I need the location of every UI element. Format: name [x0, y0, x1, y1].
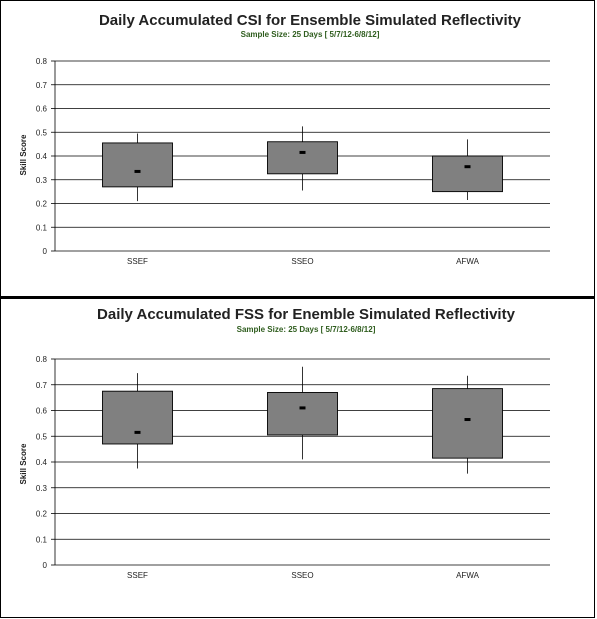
- x-tick-label: SSEO: [291, 571, 313, 580]
- y-tick-label: 0.7: [36, 381, 48, 390]
- box-iqr: [102, 390, 173, 445]
- box-iqr: [267, 392, 338, 436]
- box-median-marker: [464, 418, 471, 422]
- y-tick-label: 0.1: [36, 535, 48, 544]
- chart-subtitle: Sample Size: 25 Days [ 5/7/12-6/8/12]: [237, 325, 376, 334]
- y-tick-label: 0.5: [36, 432, 48, 441]
- box-median-marker: [464, 165, 471, 169]
- x-tick-label: AFWA: [456, 571, 479, 580]
- y-axis-label: Skill Score: [19, 443, 28, 484]
- y-tick-label: 0.8: [36, 57, 48, 66]
- box-iqr: [432, 155, 503, 193]
- x-tick-label: SSEF: [127, 571, 148, 580]
- x-tick-label: SSEF: [127, 257, 148, 266]
- y-tick-label: 0.2: [36, 200, 48, 209]
- y-tick-label: 0.3: [36, 176, 48, 185]
- x-tick-label: AFWA: [456, 257, 479, 266]
- y-tick-label: 0.2: [36, 510, 48, 519]
- box-median-marker: [134, 430, 141, 434]
- y-tick-label: 0.4: [36, 458, 48, 467]
- fss-chart: Daily Accumulated FSS for Enemble Simula…: [19, 306, 550, 580]
- y-tick-label: 0.8: [36, 355, 48, 364]
- y-tick-label: 0.3: [36, 484, 48, 493]
- box-iqr: [267, 141, 338, 175]
- chart-title: Daily Accumulated FSS for Enemble Simula…: [97, 306, 516, 323]
- box-median-marker: [299, 150, 306, 154]
- chart-title: Daily Accumulated CSI for Ensemble Simul…: [99, 12, 522, 29]
- box-median-marker: [134, 169, 141, 173]
- y-tick-label: 0.7: [36, 81, 48, 90]
- x-tick-label: SSEO: [291, 257, 313, 266]
- y-tick-label: 0.6: [36, 407, 48, 416]
- y-tick-label: 0: [43, 561, 48, 570]
- y-tick-label: 0: [43, 247, 48, 256]
- y-tick-label: 0.1: [36, 223, 48, 232]
- box-iqr: [102, 142, 173, 188]
- chart-subtitle: Sample Size: 25 Days [ 5/7/12-6/8/12]: [241, 30, 380, 39]
- box-median-marker: [299, 406, 306, 410]
- y-tick-label: 0.6: [36, 105, 48, 114]
- csi-chart: Daily Accumulated CSI for Ensemble Simul…: [19, 12, 550, 266]
- y-tick-label: 0.4: [36, 152, 48, 161]
- y-tick-label: 0.5: [36, 128, 48, 137]
- y-axis-label: Skill Score: [19, 134, 28, 175]
- box-iqr: [432, 388, 503, 459]
